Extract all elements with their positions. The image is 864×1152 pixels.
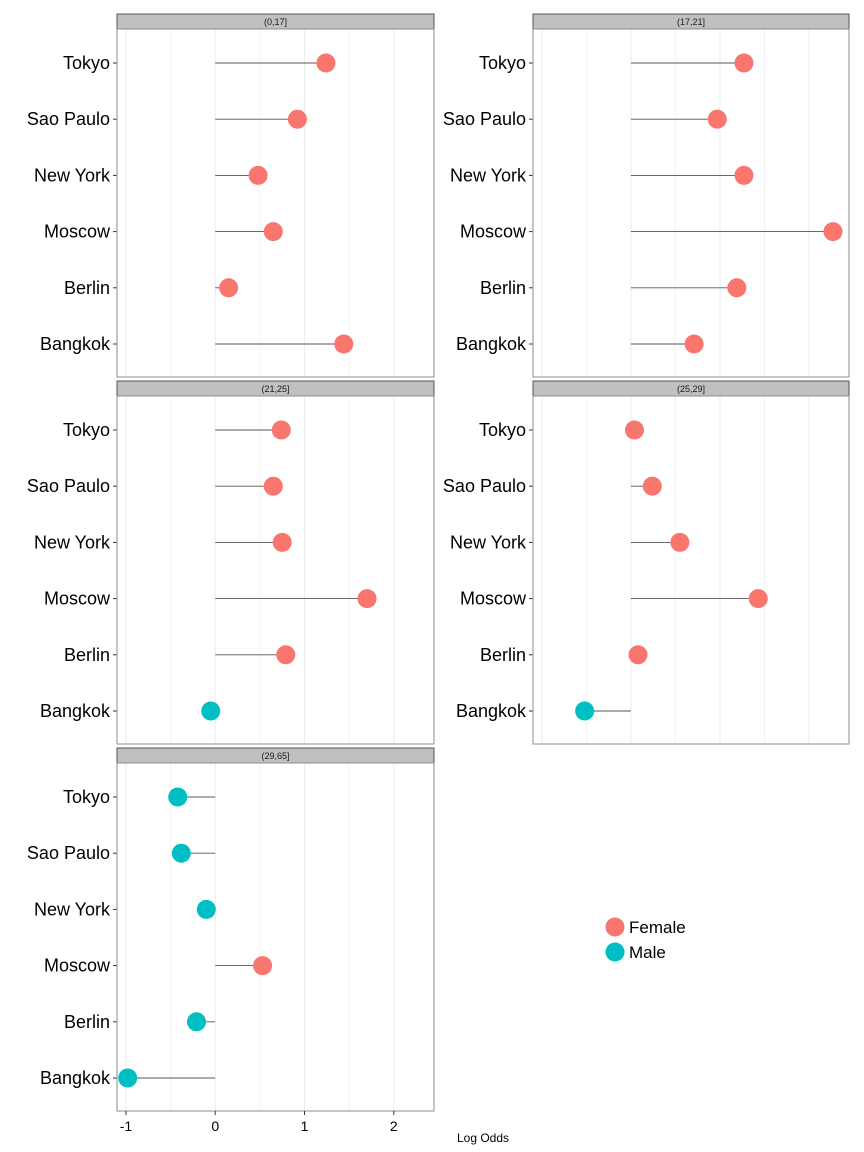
city-label: New York bbox=[450, 532, 527, 552]
panel-background bbox=[117, 396, 434, 744]
panel-border bbox=[116, 28, 435, 378]
lollipop-point bbox=[271, 420, 291, 440]
lollipop-point bbox=[219, 278, 239, 298]
city-label: Sao Paulo bbox=[27, 109, 110, 129]
legend-key bbox=[605, 917, 625, 937]
legend-label: Male bbox=[629, 943, 666, 962]
lollipop-point bbox=[334, 334, 354, 354]
city-label: Bangkok bbox=[456, 701, 527, 721]
lollipop-point bbox=[628, 645, 648, 665]
city-label: Berlin bbox=[64, 1012, 110, 1032]
panel-border bbox=[532, 28, 850, 378]
lollipop-point bbox=[357, 589, 377, 609]
facet-strip-label: (0,17] bbox=[264, 17, 287, 27]
x-tick-label: 1 bbox=[301, 1118, 309, 1134]
panel-border bbox=[532, 395, 850, 745]
panel-background bbox=[117, 29, 434, 377]
city-label: Bangkok bbox=[40, 701, 111, 721]
lollipop-point bbox=[118, 1068, 138, 1088]
lollipop-point bbox=[684, 334, 704, 354]
facet-strip-label: (17,21] bbox=[677, 17, 705, 27]
legend-label: Female bbox=[629, 918, 686, 937]
legend-key bbox=[605, 942, 625, 962]
lollipop-point bbox=[287, 109, 307, 129]
lollipop-point bbox=[248, 165, 268, 185]
lollipop-point bbox=[624, 420, 644, 440]
facet-strip-label: (21,25] bbox=[261, 384, 289, 394]
x-tick-label: -1 bbox=[120, 1118, 133, 1134]
lollipop-point bbox=[253, 956, 273, 976]
lollipop-point bbox=[263, 476, 283, 496]
city-label: New York bbox=[34, 532, 111, 552]
x-axis-title: Log Odds bbox=[457, 1131, 509, 1145]
lollipop-point bbox=[734, 53, 754, 73]
city-label: Moscow bbox=[44, 589, 111, 609]
city-label: Berlin bbox=[480, 278, 526, 298]
lollipop-point bbox=[272, 532, 292, 552]
lollipop-point bbox=[171, 843, 191, 863]
city-label: Sao Paulo bbox=[27, 843, 110, 863]
city-label: Berlin bbox=[64, 645, 110, 665]
lollipop-point bbox=[168, 787, 188, 807]
lollipop-point bbox=[707, 109, 727, 129]
city-label: Tokyo bbox=[63, 420, 110, 440]
panel-background bbox=[533, 396, 849, 744]
city-label: Moscow bbox=[44, 222, 111, 242]
lollipop-point bbox=[748, 589, 768, 609]
lollipop-point bbox=[823, 222, 843, 242]
panel-border bbox=[116, 395, 435, 745]
city-label: Sao Paulo bbox=[443, 476, 526, 496]
city-label: Bangkok bbox=[40, 1068, 111, 1088]
x-tick-label: 2 bbox=[390, 1118, 398, 1134]
city-label: Tokyo bbox=[479, 53, 526, 73]
lollipop-point bbox=[642, 476, 662, 496]
city-label: Sao Paulo bbox=[27, 476, 110, 496]
panel-background bbox=[117, 763, 434, 1111]
city-label: Berlin bbox=[480, 645, 526, 665]
city-label: Berlin bbox=[64, 278, 110, 298]
panel-background bbox=[533, 29, 849, 377]
city-label: New York bbox=[34, 899, 111, 919]
city-label: Moscow bbox=[44, 956, 111, 976]
city-label: Bangkok bbox=[456, 334, 527, 354]
lollipop-point bbox=[201, 701, 221, 721]
facet-strip-label: (29,65] bbox=[261, 751, 289, 761]
city-label: Tokyo bbox=[63, 787, 110, 807]
x-tick-label: 0 bbox=[211, 1118, 219, 1134]
lollipop-point bbox=[316, 53, 336, 73]
lollipop-point bbox=[186, 1012, 206, 1032]
city-label: New York bbox=[34, 165, 111, 185]
lollipop-point bbox=[734, 165, 754, 185]
city-label: New York bbox=[450, 165, 527, 185]
city-label: Moscow bbox=[460, 589, 527, 609]
city-label: Tokyo bbox=[63, 53, 110, 73]
facet-strip-label: (25,29] bbox=[677, 384, 705, 394]
lollipop-point bbox=[276, 645, 296, 665]
city-label: Tokyo bbox=[479, 420, 526, 440]
city-label: Sao Paulo bbox=[443, 109, 526, 129]
panel-border bbox=[116, 762, 435, 1112]
lollipop-point bbox=[575, 701, 595, 721]
lollipop-point bbox=[196, 899, 216, 919]
lollipop-point bbox=[670, 532, 690, 552]
lollipop-point bbox=[263, 222, 283, 242]
city-label: Bangkok bbox=[40, 334, 111, 354]
lollipop-point bbox=[727, 278, 747, 298]
city-label: Moscow bbox=[460, 222, 527, 242]
